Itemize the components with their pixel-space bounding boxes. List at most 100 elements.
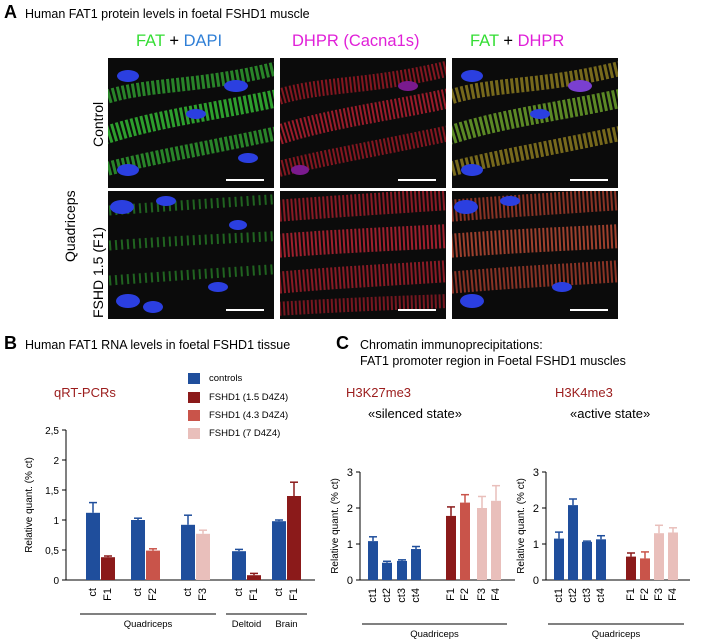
legend-swatch-fshd1-1-5 xyxy=(188,392,200,403)
bar xyxy=(477,508,487,580)
scale-bar xyxy=(570,309,608,311)
bar xyxy=(146,550,160,580)
bar xyxy=(86,512,100,580)
scale-bar xyxy=(226,179,264,181)
legend-label: FSHD1 (1.5 D4Z4) xyxy=(209,392,289,403)
y-axis-label: Relative quant. (% ct) xyxy=(24,457,35,553)
x-tick-label: ct1 xyxy=(553,588,565,603)
bar xyxy=(131,520,145,580)
column-header-fat-dapi: FAT + DAPI xyxy=(136,32,222,51)
bar xyxy=(626,556,636,580)
x-tick-label: ct xyxy=(182,588,194,597)
bar xyxy=(382,562,392,580)
y-tick-label: 2 xyxy=(347,503,353,515)
bar xyxy=(397,560,407,580)
bar xyxy=(596,539,606,580)
bar xyxy=(460,502,470,580)
x-tick-label: ct2 xyxy=(381,588,393,603)
legend-swatch-controls xyxy=(188,373,200,384)
bar xyxy=(668,532,678,580)
column-header-fat-dhpr: FAT + DHPR xyxy=(470,32,564,51)
bar xyxy=(491,500,501,580)
x-tick-label: ct4 xyxy=(595,588,607,603)
x-tick-label: ct xyxy=(233,588,245,597)
x-tick-label: ct3 xyxy=(581,588,593,603)
scale-bar xyxy=(398,179,436,181)
micrograph-image xyxy=(280,191,446,316)
y-tick-label: 1 xyxy=(53,516,59,527)
panel-c-title-line2: FAT1 promoter region in Foetal FSHD1 mus… xyxy=(360,354,626,368)
bar xyxy=(554,538,564,580)
group-label: Quadriceps xyxy=(124,619,173,630)
y-tick-label: 0 xyxy=(347,575,353,587)
x-tick-label: F2 xyxy=(147,588,159,601)
group-label: Quadriceps xyxy=(410,629,459,640)
micrograph-image xyxy=(108,194,274,313)
legend-label: FSHD1 (7 D4Z4) xyxy=(209,428,281,439)
chart-c-left-title: H3K27me3 xyxy=(346,385,412,400)
x-tick-label: ct1 xyxy=(367,588,379,603)
x-tick-label: ct xyxy=(87,588,99,597)
x-tick-label: F4 xyxy=(490,588,502,601)
label-plus: + xyxy=(169,32,179,50)
x-tick-label: F1 xyxy=(288,588,300,601)
panel-b-title: Human FAT1 RNA levels in foetal FSHD1 ti… xyxy=(25,338,291,352)
micrograph-control-fat-dapi xyxy=(108,58,274,188)
bar xyxy=(181,524,195,580)
y-tick-label: 0 xyxy=(53,576,59,587)
x-tick-label: ct2 xyxy=(567,588,579,603)
panel-a-title: Human FAT1 protein levels in foetal FSHD… xyxy=(25,7,310,21)
x-tick-label: F1 xyxy=(248,588,260,601)
x-tick-label: F3 xyxy=(476,588,488,601)
y-tick-label: 0 xyxy=(533,575,539,587)
y-tick-label: 2,5 xyxy=(45,426,59,437)
micrograph-fshd-fat-dapi xyxy=(108,191,274,319)
label-plus: + xyxy=(503,32,513,50)
micrograph-image xyxy=(108,61,274,176)
group-label: Deltoid xyxy=(232,619,262,630)
y-tick-label: 3 xyxy=(533,467,539,479)
x-tick-label: F3 xyxy=(197,588,209,601)
x-tick-label: F1 xyxy=(102,588,114,601)
micrograph-fshd-merge xyxy=(452,191,618,319)
scale-bar xyxy=(226,309,264,311)
bar xyxy=(247,575,261,580)
label-dhpr: DHPR xyxy=(517,32,565,50)
y-tick-label: 3 xyxy=(347,467,353,479)
group-label: Brain xyxy=(275,619,297,630)
micrograph-control-dhpr xyxy=(280,58,446,188)
panel-c-title-line1: Chromatin immunoprecipitations: xyxy=(360,338,543,352)
panel-b-letter: B xyxy=(4,333,17,353)
chart-c-h3k4me3: 0 1 2 3 Relative quant. (% ct) ct1 ct2 ct3 ct4 F1… xyxy=(516,467,690,640)
y-axis-label: Relative quant. (% ct) xyxy=(330,478,341,574)
bar xyxy=(568,505,578,580)
y-axis-label: Relative quant. (% ct) xyxy=(516,478,527,574)
chart-c-right-state: «active state» xyxy=(570,406,651,421)
row-group-label-quadriceps: Quadriceps xyxy=(62,190,78,262)
label-dapi: DAPI xyxy=(183,32,223,50)
bar xyxy=(272,521,286,580)
y-tick-label: 1 xyxy=(347,539,353,551)
chart-c-h3k27me3: 0 1 2 3 Relative quant. (% ct) ct1 ct2 ct3 ct4 F1… xyxy=(330,467,515,640)
x-tick-label: F2 xyxy=(639,588,651,601)
x-tick-label: ct3 xyxy=(396,588,408,603)
label-fat: FAT xyxy=(136,32,165,50)
micrograph-image xyxy=(280,60,446,177)
y-tick-label: 0,5 xyxy=(45,546,59,557)
x-tick-label: F3 xyxy=(653,588,665,601)
bar xyxy=(101,557,115,580)
micrograph-image xyxy=(452,191,618,308)
bar xyxy=(654,533,664,580)
scale-bar xyxy=(398,309,436,311)
row-label-control: Control xyxy=(90,101,106,147)
bar xyxy=(411,549,421,580)
chart-b-subtitle: qRT-PCRs xyxy=(54,385,116,400)
bar xyxy=(287,496,301,580)
panel-a-letter: A xyxy=(4,2,17,22)
x-tick-label: F2 xyxy=(459,588,471,601)
micrograph-control-merge xyxy=(452,58,618,188)
y-tick-label: 2 xyxy=(533,503,539,515)
bar xyxy=(196,533,210,580)
bar xyxy=(640,558,650,580)
